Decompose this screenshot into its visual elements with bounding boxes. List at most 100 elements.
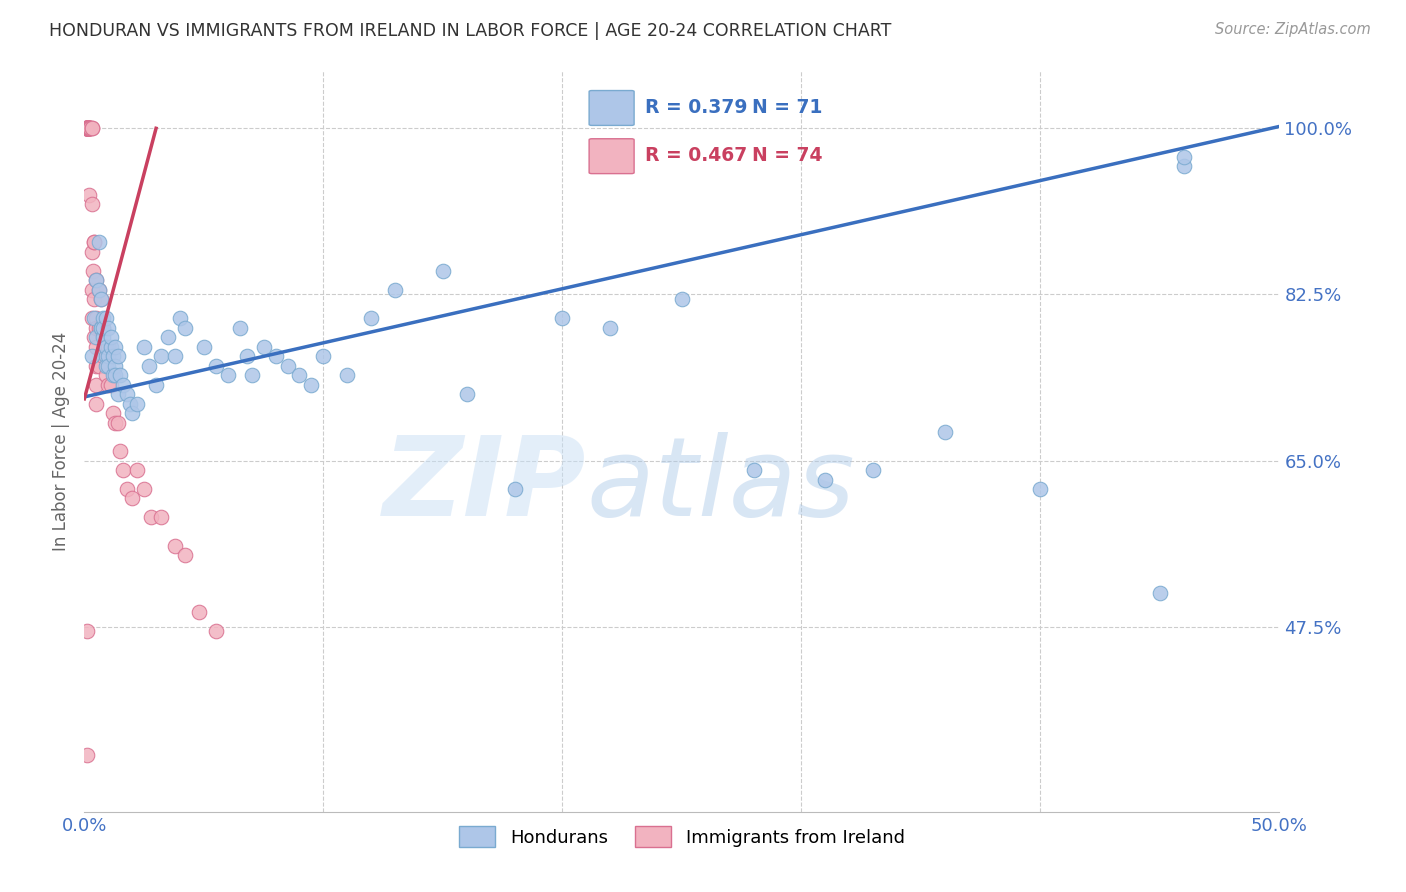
Point: [384, 283, 406, 297]
Point: [742, 463, 765, 477]
Point: [77, 121, 100, 136]
Point: [76, 121, 98, 136]
Point: [77, 121, 100, 136]
Point: [83, 292, 105, 306]
Point: [165, 539, 187, 553]
Point: [93, 349, 115, 363]
Point: [76, 121, 98, 136]
Point: [165, 349, 187, 363]
Point: [360, 311, 382, 326]
Point: [149, 349, 172, 363]
Point: [80, 121, 103, 136]
Point: [104, 359, 127, 373]
Point: [193, 340, 215, 354]
Y-axis label: In Labor Force | Age 20-24: In Labor Force | Age 20-24: [52, 332, 70, 551]
Point: [94, 311, 117, 326]
Point: [76, 121, 98, 136]
Point: [121, 406, 143, 420]
Point: [94, 349, 117, 363]
Point: [93, 311, 115, 326]
Point: [86, 377, 108, 392]
Point: [456, 387, 478, 401]
Point: [86, 273, 108, 287]
Point: [80, 283, 103, 297]
Point: [101, 368, 124, 383]
Point: [86, 396, 108, 410]
Point: [86, 359, 108, 373]
Point: [83, 311, 105, 326]
Point: [87, 283, 110, 297]
Text: N = 74: N = 74: [752, 145, 823, 165]
Point: [86, 340, 108, 354]
Point: [76, 121, 98, 136]
Point: [264, 349, 287, 363]
Point: [86, 273, 108, 287]
Point: [141, 510, 163, 524]
FancyBboxPatch shape: [589, 139, 634, 174]
Point: [301, 377, 323, 392]
Point: [1173, 159, 1195, 173]
Point: [205, 359, 228, 373]
Point: [107, 416, 129, 430]
Point: [76, 121, 98, 136]
Point: [229, 320, 252, 334]
Point: [1149, 586, 1171, 600]
Point: [79, 121, 101, 136]
Point: [80, 121, 103, 136]
Text: R = 0.467: R = 0.467: [645, 145, 748, 165]
Point: [107, 387, 129, 401]
Point: [240, 368, 263, 383]
Legend: Hondurans, Immigrants from Ireland: Hondurans, Immigrants from Ireland: [453, 819, 911, 855]
Point: [76, 121, 98, 136]
Point: [100, 340, 122, 354]
Point: [125, 396, 148, 410]
Point: [94, 340, 117, 354]
Point: [312, 349, 335, 363]
Point: [551, 311, 574, 326]
Point: [87, 359, 110, 373]
Point: [83, 235, 105, 250]
Point: [101, 406, 124, 420]
Point: [80, 311, 103, 326]
Point: [86, 330, 108, 344]
Point: [97, 340, 120, 354]
Point: [75, 121, 97, 136]
Point: [93, 330, 115, 344]
Point: [76, 121, 98, 136]
Point: [97, 349, 120, 363]
Point: [77, 121, 100, 136]
Point: [80, 197, 103, 211]
Point: [80, 349, 103, 363]
Point: [149, 510, 172, 524]
Point: [76, 121, 98, 136]
Point: [132, 340, 156, 354]
Text: atlas: atlas: [586, 433, 855, 540]
Point: [117, 482, 139, 496]
Point: [87, 283, 110, 297]
FancyBboxPatch shape: [589, 91, 634, 126]
Point: [93, 320, 115, 334]
Point: [173, 320, 195, 334]
Point: [87, 320, 110, 334]
Point: [86, 311, 108, 326]
Point: [117, 387, 139, 401]
Point: [138, 359, 160, 373]
Point: [90, 292, 112, 306]
Point: [288, 368, 311, 383]
Point: [100, 377, 122, 392]
Point: [205, 624, 228, 639]
Point: [1029, 482, 1052, 496]
Point: [104, 340, 127, 354]
Point: [90, 320, 112, 334]
Point: [93, 320, 115, 334]
Text: N = 71: N = 71: [752, 98, 823, 118]
Point: [76, 121, 98, 136]
Point: [101, 349, 124, 363]
Point: [169, 311, 191, 326]
Point: [97, 320, 120, 334]
Point: [76, 747, 98, 762]
Point: [75, 121, 97, 136]
Point: [97, 377, 120, 392]
Point: [90, 292, 112, 306]
Point: [90, 320, 112, 334]
